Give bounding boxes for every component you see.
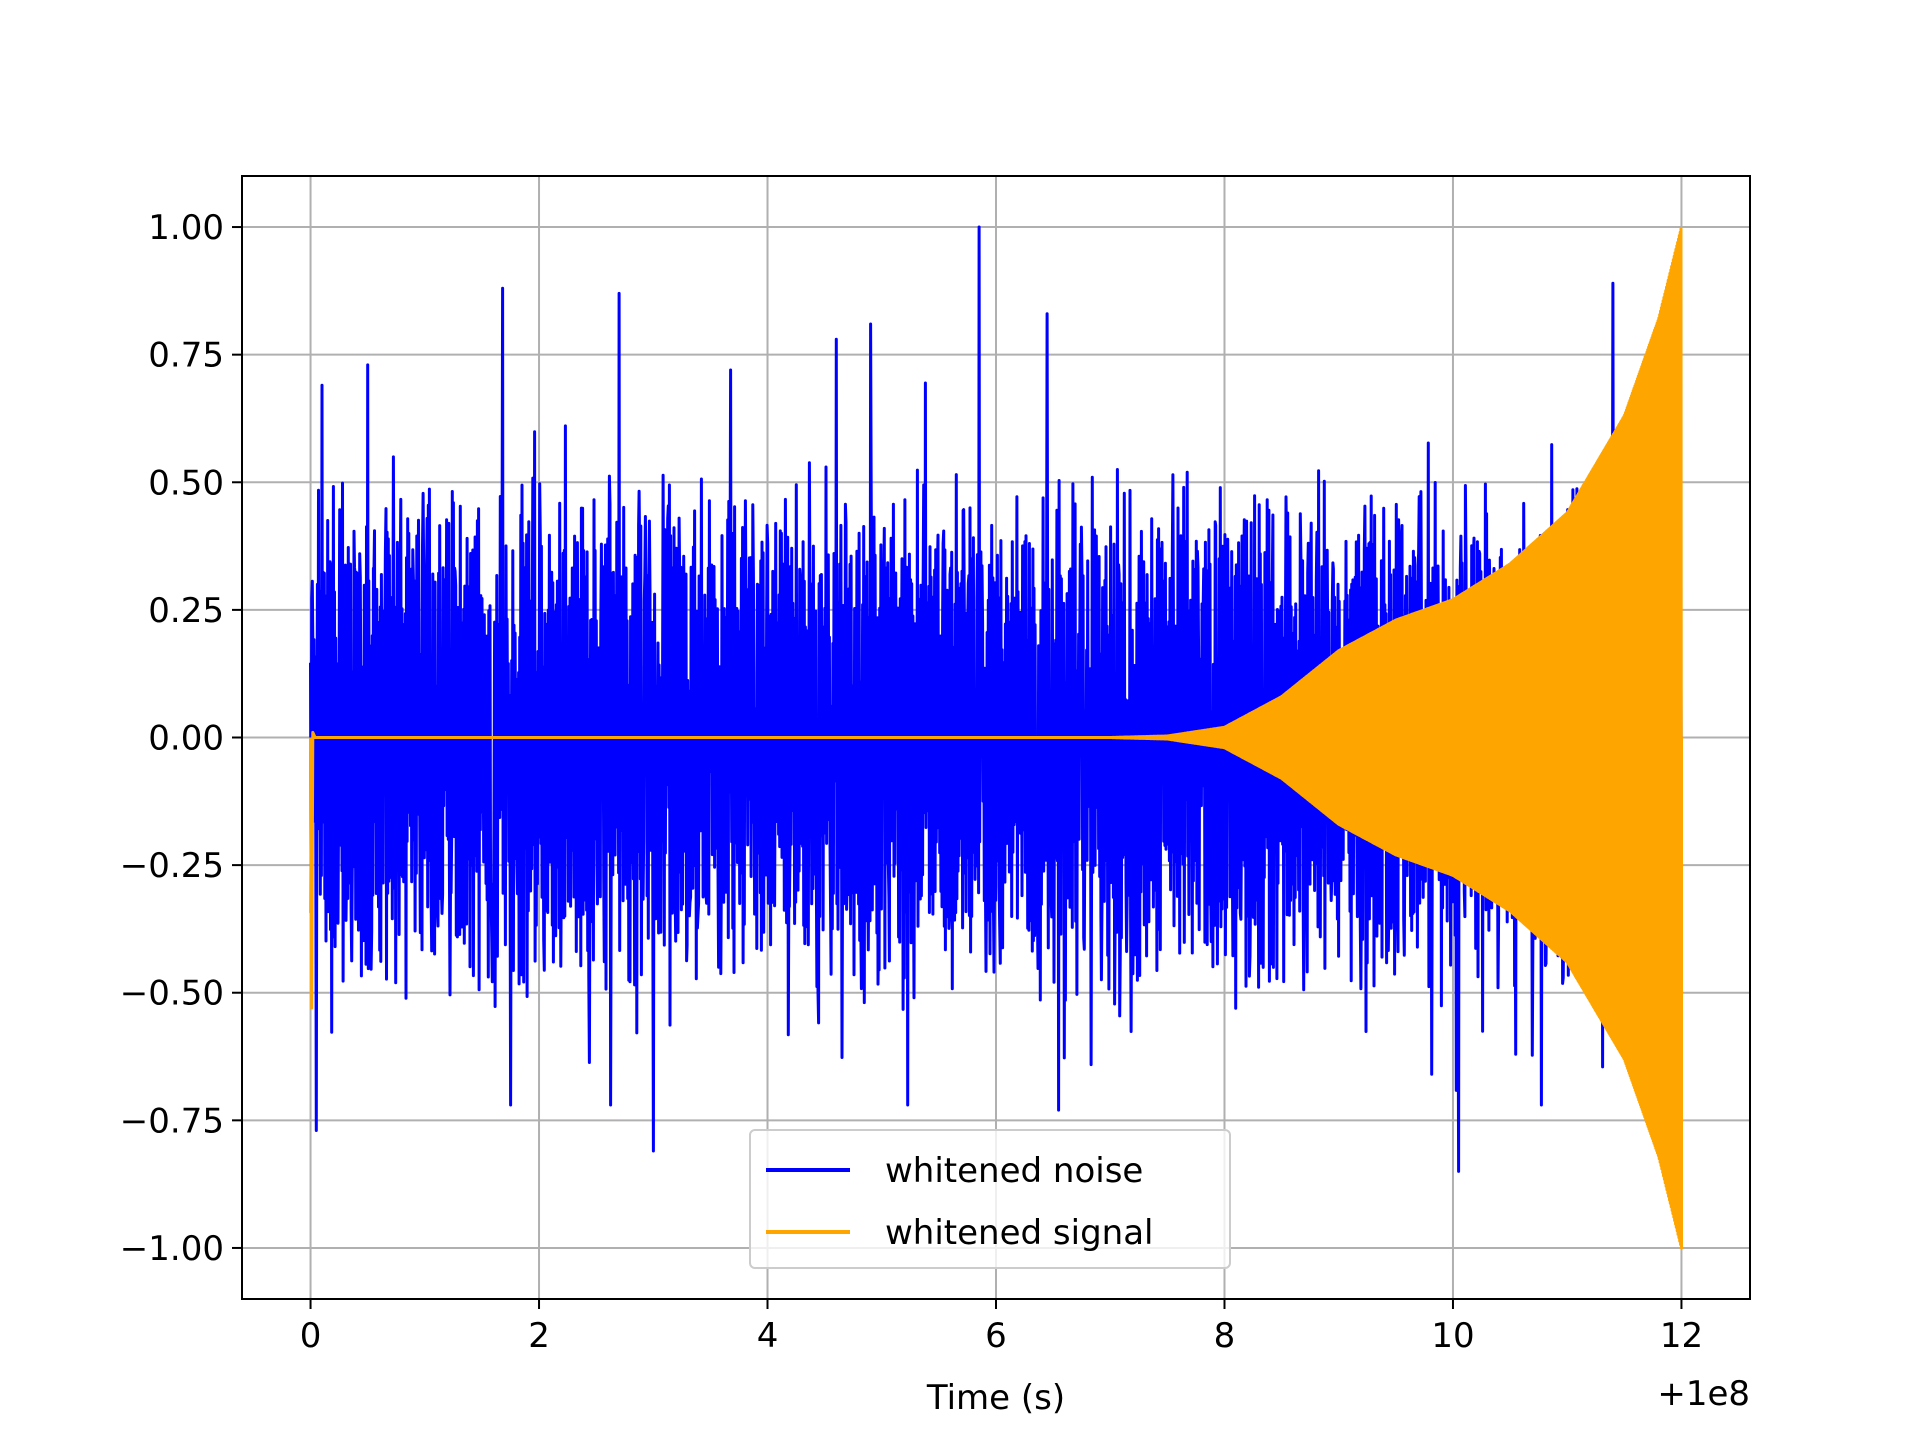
legend-label-whitened-noise: whitened noise xyxy=(885,1151,1143,1191)
ticks: 0 2 4 6 8 10 12 1.00 0.75 0.50 0.25 0.00 −0.25 −0.50 −… xyxy=(120,208,1703,1356)
x-tick-label: 10 xyxy=(1431,1316,1474,1356)
y-tick-label: −0.75 xyxy=(120,1101,224,1141)
y-tick-label: 0.00 xyxy=(148,719,224,759)
y-tick-label: −1.00 xyxy=(120,1229,224,1269)
x-axis-label: Time (s) xyxy=(926,1378,1065,1418)
x-tick-label: 6 xyxy=(985,1316,1007,1356)
series-line-whitened-signal xyxy=(309,227,1683,1250)
x-axis-offset-label: +1e8 xyxy=(1657,1374,1750,1414)
y-tick-label: −0.25 xyxy=(120,846,224,886)
y-tick-label: 1.00 xyxy=(148,208,224,248)
y-tick-label: 0.50 xyxy=(148,463,224,503)
legend-label-whitened-signal: whitened signal xyxy=(885,1213,1153,1253)
y-tick-label: 0.75 xyxy=(148,336,224,376)
x-tick-label: 4 xyxy=(757,1316,779,1356)
legend: whitened noise whitened signal xyxy=(749,1129,1231,1269)
y-tick-label: 0.25 xyxy=(148,591,224,631)
legend-box xyxy=(749,1129,1231,1269)
x-tick-label: 8 xyxy=(1214,1316,1236,1356)
x-tick-label: 0 xyxy=(300,1316,322,1356)
plot-area xyxy=(309,225,1683,1250)
x-tick-label: 12 xyxy=(1660,1316,1703,1356)
y-tick-label: −0.50 xyxy=(120,974,224,1014)
x-tick-label: 2 xyxy=(528,1316,550,1356)
